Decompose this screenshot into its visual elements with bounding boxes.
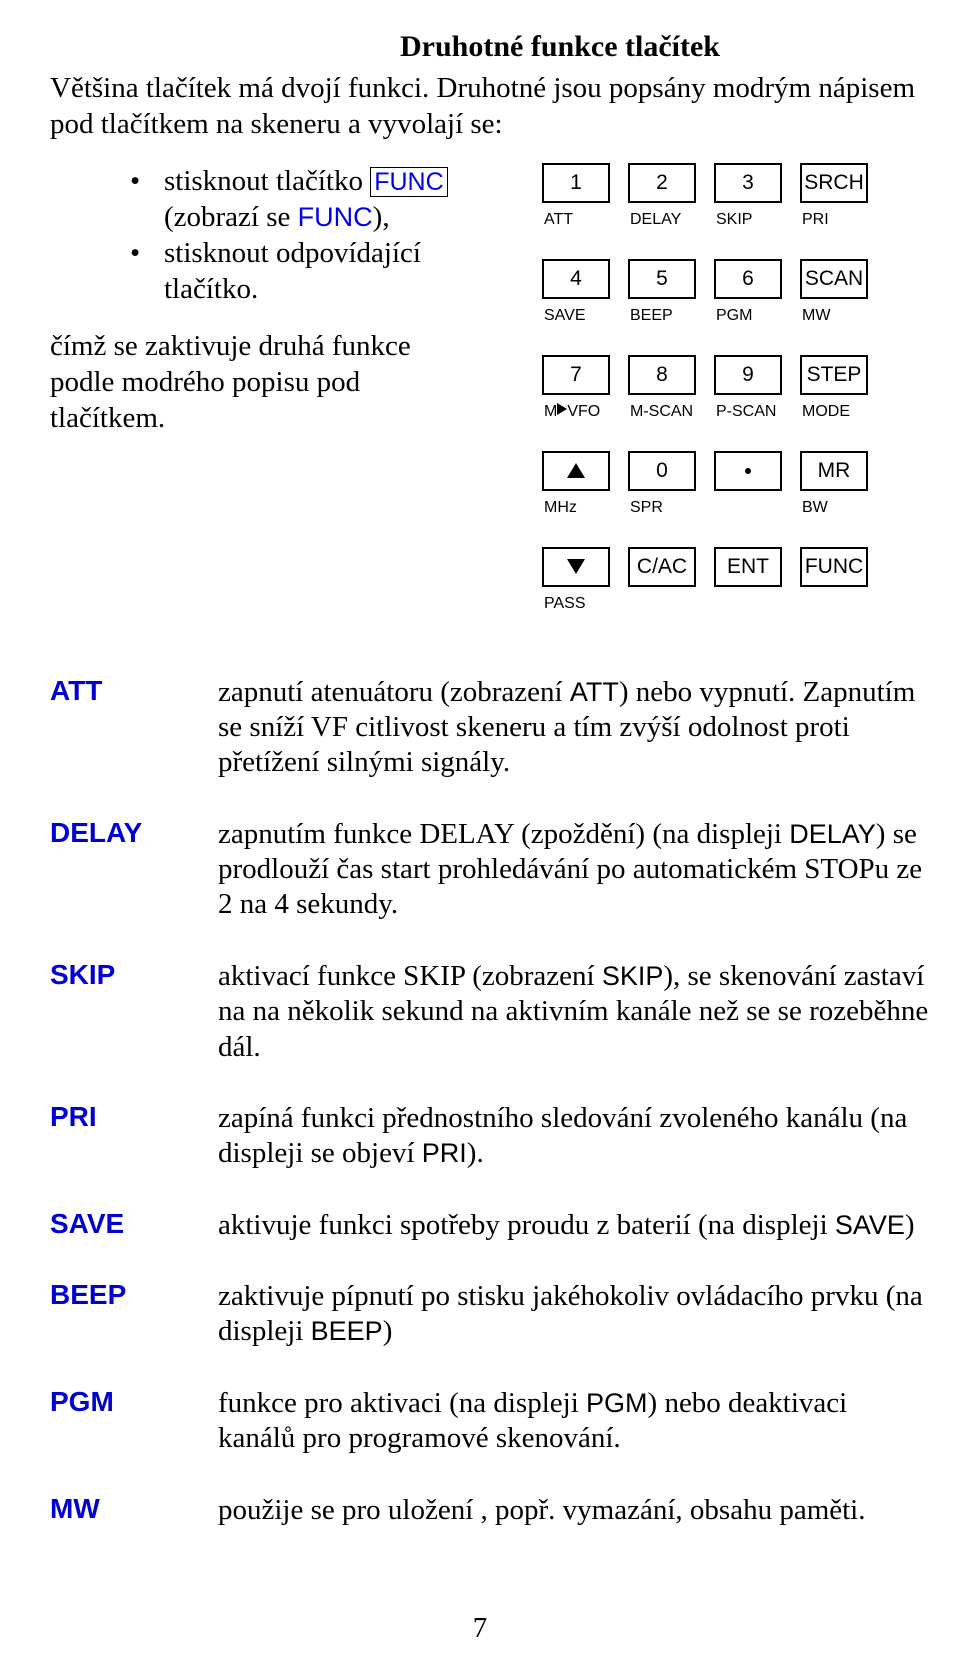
definitions-table: ATTzapnutí atenuátoru (zobrazení ATT) ne… (50, 675, 930, 1528)
keypad-label: MVFO (542, 403, 610, 443)
func-boxed-label: FUNC (370, 167, 447, 197)
bullet1-mid: (zobrazí se (164, 201, 298, 233)
keypad-key: C/AC (628, 547, 696, 587)
keypad-label: P-SCAN (714, 403, 782, 443)
definition-description: zapnutí atenuátoru (zobrazení ATT) nebo … (218, 675, 930, 781)
bullet-list: stisknout tlačítko FUNC (zobrazí se FUNC… (50, 163, 450, 308)
definition-description: zapnutím funkce DELAY (zpoždění) (na dis… (218, 817, 930, 923)
keypad-label (628, 595, 696, 635)
keypad-key: SRCH (800, 163, 868, 203)
keypad-label: MHz (542, 499, 610, 539)
keypad-label: M-SCAN (628, 403, 696, 443)
definition-description: aktivuje funkci spotřeby proudu z bateri… (218, 1208, 930, 1243)
keypad-key: SCAN (800, 259, 868, 299)
definition-term: MW (50, 1493, 198, 1528)
keypad-label (800, 595, 868, 635)
keypad-label: PASS (542, 595, 610, 635)
definition-term: ATT (50, 675, 198, 781)
keypad-key: FUNC (800, 547, 868, 587)
keypad-label: MODE (800, 403, 868, 443)
keypad-label: BEEP (628, 307, 696, 347)
keypad-key: 5 (628, 259, 696, 299)
func-plain-label: FUNC (298, 202, 373, 232)
bullet-item-2: stisknout odpovídající tlačítko. (130, 235, 450, 308)
keypad-key: 4 (542, 259, 610, 299)
keypad-key: 9 (714, 355, 782, 395)
keypad-key: 1 (542, 163, 610, 203)
keypad-key: STEP (800, 355, 868, 395)
two-column-section: stisknout tlačítko FUNC (zobrazí se FUNC… (50, 163, 930, 635)
definition-term: BEEP (50, 1279, 198, 1350)
keypad-key: 3 (714, 163, 782, 203)
definition-term: PRI (50, 1101, 198, 1172)
keypad-key: 7 (542, 355, 610, 395)
keypad-label: SAVE (542, 307, 610, 347)
activation-paragraph: čímž se zaktivuje druhá funkce podle mod… (50, 328, 450, 437)
keypad-label (714, 595, 782, 635)
page-number: 7 (473, 1612, 488, 1645)
definition-term: DELAY (50, 817, 198, 923)
definition-description: funkce pro aktivaci (na displeji PGM) ne… (218, 1386, 930, 1457)
keypad-label (714, 499, 782, 539)
bullet1-pre: stisknout tlačítko (164, 165, 370, 197)
definition-description: aktivací funkce SKIP (zobrazení SKIP), s… (218, 959, 930, 1065)
bullet-item-1: stisknout tlačítko FUNC (zobrazí se FUNC… (130, 163, 450, 236)
keypad-key (714, 451, 782, 491)
definition-description: použije se pro uložení , popř. vymazání,… (218, 1493, 930, 1528)
keypad-key: 2 (628, 163, 696, 203)
keypad-key: MR (800, 451, 868, 491)
keypad-label: SPR (628, 499, 696, 539)
keypad-key: ENT (714, 547, 782, 587)
definition-term: SKIP (50, 959, 198, 1065)
intro-paragraph: Většina tlačítek má dvojí funkci. Druhot… (50, 70, 930, 143)
definition-description: zaktivuje pípnutí po stisku jakéhokoliv … (218, 1279, 930, 1350)
keypad-key: 0 (628, 451, 696, 491)
definition-term: SAVE (50, 1208, 198, 1243)
right-column: 123 SRCH ATT DELAY SKIP PRI 456 SCAN SAVE BEEP PGM… (480, 163, 930, 635)
definition-term: PGM (50, 1386, 198, 1457)
page-title: Druhotné funkce tlačítek (190, 30, 930, 64)
keypad-label: MW (800, 307, 868, 347)
keypad-label: BW (800, 499, 868, 539)
bullet1-post: ), (373, 201, 390, 233)
keypad-key (542, 451, 610, 491)
keypad-label: PRI (800, 211, 868, 251)
keypad-diagram: 123 SRCH ATT DELAY SKIP PRI 456 SCAN SAVE BEEP PGM… (542, 163, 868, 635)
keypad-label: ATT (542, 211, 610, 251)
left-column: stisknout tlačítko FUNC (zobrazí se FUNC… (50, 163, 450, 635)
keypad-key (542, 547, 610, 587)
keypad-label: SKIP (714, 211, 782, 251)
keypad-label: DELAY (628, 211, 696, 251)
keypad-key: 6 (714, 259, 782, 299)
keypad-key: 8 (628, 355, 696, 395)
keypad-label: PGM (714, 307, 782, 347)
definition-description: zapíná funkci přednostního sledování zvo… (218, 1101, 930, 1172)
